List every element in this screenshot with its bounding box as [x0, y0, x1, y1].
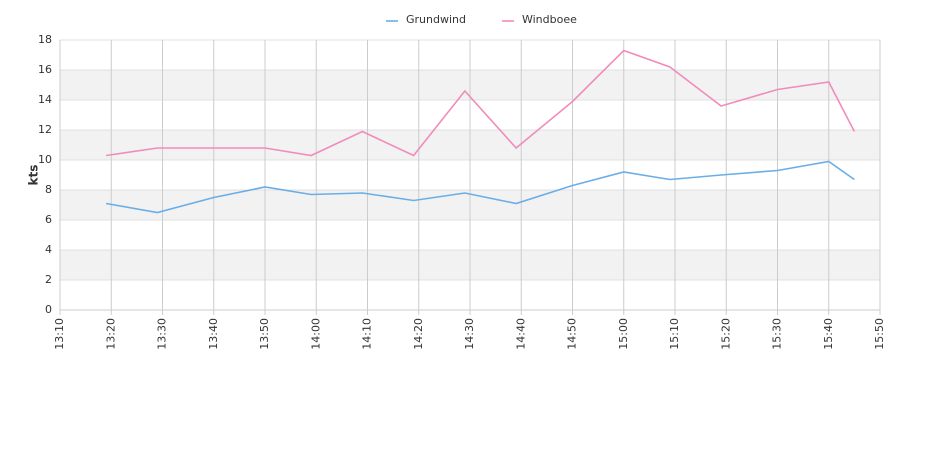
x-tick-label: 14:10	[361, 318, 374, 350]
y-tick-label: 6	[45, 213, 52, 226]
x-tick-label: 15:40	[822, 318, 835, 350]
y-tick-label: 12	[38, 123, 52, 136]
x-tick-label: 15:00	[617, 318, 630, 350]
x-tick-label: 13:50	[258, 318, 271, 350]
x-tick-label: 14:40	[514, 318, 527, 350]
legend-label: Grundwind	[406, 13, 466, 26]
x-tick-label: 14:00	[309, 318, 322, 350]
x-tick-label: 14:20	[412, 318, 425, 350]
x-tick-label: 15:10	[668, 318, 681, 350]
x-tick-label: 13:20	[104, 318, 117, 350]
y-axis-label: kts	[27, 165, 41, 186]
x-tick-label: 13:40	[207, 318, 220, 350]
y-tick-label: 0	[45, 303, 52, 316]
x-tick-label: 15:30	[771, 318, 784, 350]
y-tick-label: 14	[38, 93, 52, 106]
y-tick-label: 2	[45, 273, 52, 286]
series-line	[105, 160, 855, 214]
y-tick-label: 8	[45, 183, 52, 196]
series-line	[106, 49, 856, 157]
y-tick-label: 16	[38, 63, 52, 76]
x-tick-label: 13:10	[53, 318, 66, 350]
x-tick-label: 15:20	[719, 318, 732, 350]
x-tick-label: 14:30	[463, 318, 476, 350]
x-tick-label: 15:50	[873, 318, 886, 350]
legend: Grundwind Windboee	[386, 13, 577, 26]
y-tick-label: 4	[45, 243, 52, 256]
x-tick-label: 13:30	[156, 318, 169, 350]
y-tick-label: 10	[38, 153, 52, 166]
y-tick-label: 18	[38, 33, 52, 46]
x-tick-label: 14:50	[566, 318, 579, 350]
legend-label: Windboee	[522, 13, 577, 26]
